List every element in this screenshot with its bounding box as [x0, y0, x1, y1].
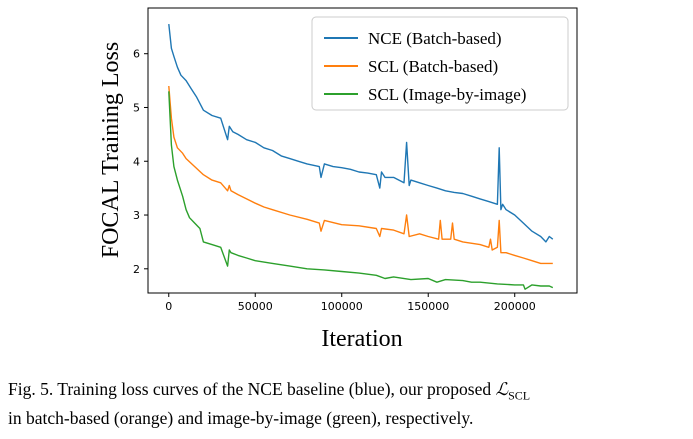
series-line-2 — [168, 85, 553, 265]
figure-caption: Fig. 5. Training loss curves of the NCE … — [8, 378, 688, 429]
caption-math: ℒSCL — [495, 379, 531, 403]
plot-frame — [147, 7, 578, 294]
y-tick-label: 6 — [133, 48, 140, 61]
x-axis: 0 50000 100000 150000 200000 — [165, 293, 536, 313]
legend-box — [311, 16, 569, 111]
caption-text-1: Fig. 5. Training loss curves of the NCE … — [8, 379, 496, 399]
x-tick-label: 50000 — [238, 300, 273, 313]
x-axis-label: Iteration — [321, 326, 402, 352]
legend-label-3: SCL (Image-by-image) — [368, 85, 526, 104]
x-tick-label: 0 — [165, 300, 172, 313]
legend-label-2: SCL (Batch-based) — [368, 57, 498, 76]
plot-lines — [168, 24, 554, 290]
y-tick-label: 2 — [133, 263, 140, 276]
legend-entries: NCE (Batch-based) SCL (Batch-based) SCL (I… — [324, 29, 526, 104]
caption-line-2: in batch-based (orange) and image-by-ima… — [8, 407, 474, 428]
legend-label-1: NCE (Batch-based) — [368, 29, 502, 48]
caption-math-symbol: ℒ — [495, 379, 509, 399]
x-tick-label: 100000 — [321, 300, 363, 313]
caption-math-subscript: SCL — [508, 388, 531, 403]
y-tick-label: 5 — [133, 101, 140, 114]
x-tick-label: 150000 — [407, 300, 449, 313]
series-line-3 — [168, 91, 554, 290]
legend: NCE (Batch-based) SCL (Batch-based) SCL (I… — [311, 16, 569, 111]
y-axis: 2 3 4 5 6 — [133, 48, 148, 276]
caption-line-1: Fig. 5. Training loss curves of the NCE … — [8, 378, 688, 407]
loss-chart: 0 50000 100000 150000 200000 2 3 4 5 6 Iteration… — [98, 7, 578, 352]
y-tick-label: 3 — [133, 209, 140, 222]
y-tick-label: 4 — [133, 155, 140, 168]
x-tick-label: 200000 — [494, 300, 536, 313]
series-line-1 — [168, 24, 554, 243]
y-axis-label: FOCAL Training Loss — [98, 42, 124, 259]
